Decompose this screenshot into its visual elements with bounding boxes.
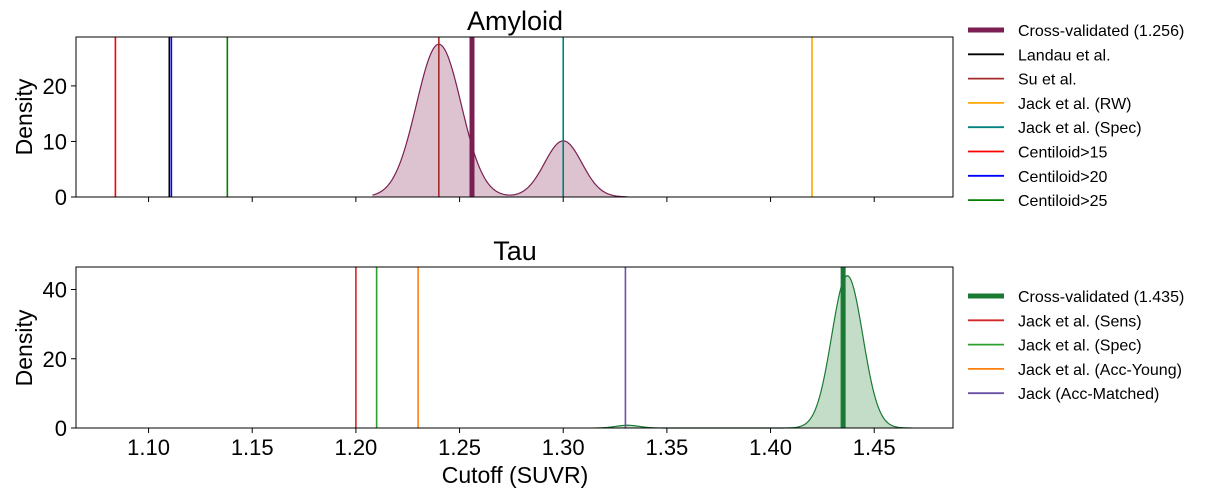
amyloid-ylabel: Density xyxy=(11,78,37,155)
amyloid-ytick-label-2: 20 xyxy=(43,74,67,99)
tau-xtick-label-7: 1.45 xyxy=(853,435,896,460)
amyloid-vlines xyxy=(114,37,813,197)
amyloid-plot-area xyxy=(75,36,954,198)
amyloid-ytick-label-0: 0 xyxy=(55,185,67,210)
tau-xtick-label-3: 1.25 xyxy=(438,435,481,460)
tau-vlines xyxy=(355,267,846,428)
amyloid-legend-label-1: Landau et al. xyxy=(1018,47,1111,64)
amyloid-legend-label-7: Centiloid>25 xyxy=(1018,193,1108,210)
amyloid-y-axis: 0 10 20 xyxy=(43,74,76,210)
tau-ylabel: Density xyxy=(11,309,37,386)
amyloid-ytick-label-1: 10 xyxy=(43,129,67,154)
amyloid-legend-label-5: Centiloid>15 xyxy=(1018,145,1108,162)
amyloid-density-curve xyxy=(372,43,628,198)
tau-density-fill xyxy=(594,275,912,428)
tau-xtick-label-4: 1.30 xyxy=(542,435,585,460)
tau-xlabel: Cutoff (SUVR) xyxy=(442,462,589,488)
tau-legend-label-0: Cross-validated (1.435) xyxy=(1018,289,1184,306)
tau-legend-label-2: Jack et al. (Spec) xyxy=(1018,338,1142,355)
amyloid-legend-label-6: Centiloid>20 xyxy=(1018,169,1108,186)
amyloid-legend-label-3: Jack et al. (RW) xyxy=(1018,96,1132,113)
amyloid-legend-label-0: Cross-validated (1.256) xyxy=(1018,23,1184,40)
amyloid-x-axis xyxy=(148,197,875,202)
tau-legend-label-1: Jack et al. (Sens) xyxy=(1018,313,1142,330)
tau-plot-area xyxy=(75,266,954,429)
amyloid-title: Amyloid xyxy=(467,6,563,36)
tau-xtick-label-6: 1.40 xyxy=(749,435,792,460)
tau-ytick-label-1: 20 xyxy=(43,347,67,372)
tau-legend: Cross-validated (1.435) Jack et al. (Sens… xyxy=(968,289,1184,403)
tau-xtick-label-0: 1.10 xyxy=(127,435,170,460)
tau-legend-label-3: Jack et al. (Acc-Young) xyxy=(1018,362,1182,379)
tau-x-axis: 1.10 1.15 1.20 1.25 1.30 1.35 1.40 1.45 xyxy=(127,428,896,460)
tau-y-axis: 0 20 40 xyxy=(43,278,76,441)
tau-xtick-label-2: 1.20 xyxy=(334,435,377,460)
tau-legend-label-4: Jack (Acc-Matched) xyxy=(1018,386,1159,403)
tau-xtick-label-5: 1.35 xyxy=(645,435,688,460)
tau-title: Tau xyxy=(493,236,537,266)
tau-ytick-label-2: 40 xyxy=(43,278,67,303)
amyloid-panel: Amyloid Density 0 10 20 Cross-validated (1… xyxy=(11,6,1184,210)
amyloid-legend-label-4: Jack et al. (Spec) xyxy=(1018,120,1142,137)
amyloid-legend: Cross-validated (1.256) Landau et al. Su e… xyxy=(968,23,1184,210)
tau-xtick-label-1: 1.15 xyxy=(231,435,274,460)
tau-ytick-label-0: 0 xyxy=(55,416,67,441)
amyloid-legend-label-2: Su et al. xyxy=(1018,72,1077,89)
tau-panel: Tau Density Cutoff (SUVR) 0 20 40 1.10 1.15… xyxy=(11,236,1184,488)
